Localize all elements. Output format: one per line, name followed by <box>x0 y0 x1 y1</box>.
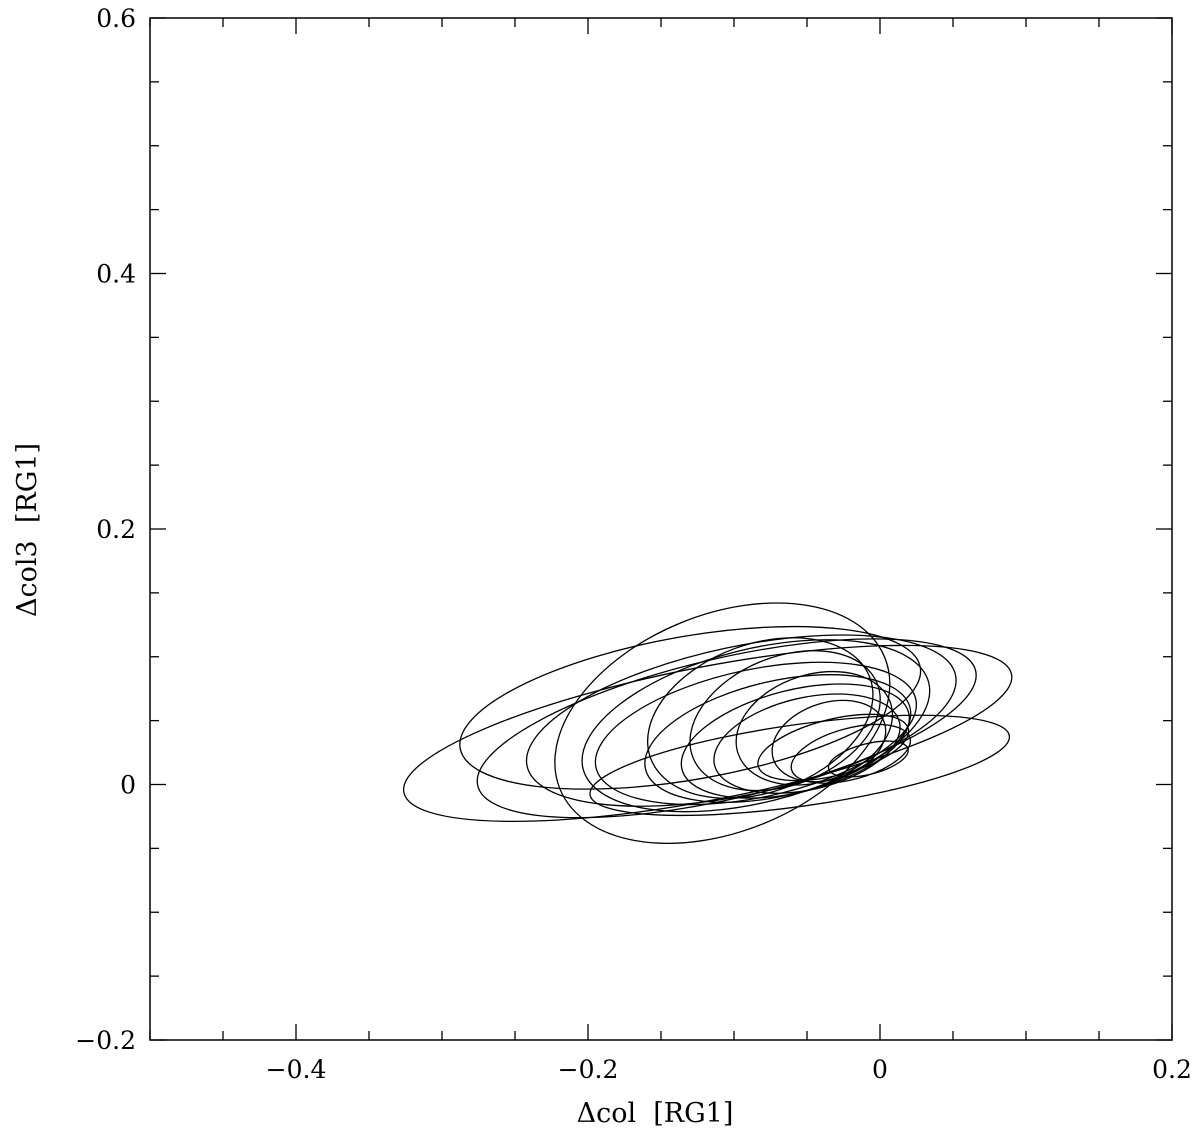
x-tick-label: −0.4 <box>266 1055 327 1084</box>
ellipse-15 <box>771 699 887 783</box>
ellipse-13 <box>689 650 881 792</box>
y-tick-label: −0.2 <box>75 1026 136 1055</box>
plot-frame <box>149 17 1173 1041</box>
y-axis-label: Δcol3 [RG1] <box>12 443 43 617</box>
ellipse-9 <box>713 693 901 794</box>
ellipse-14 <box>790 723 912 784</box>
ellipse-11 <box>735 670 894 786</box>
ellipse-16 <box>827 740 909 778</box>
x-tick-label: −0.2 <box>558 1055 619 1084</box>
ellipse-18 <box>459 625 922 790</box>
y-tick-label: 0.2 <box>96 515 136 544</box>
ticks-layer: −0.4 −0.2 0 0.2 −0.2 0 0.2 0.4 0.6 <box>75 4 1192 1084</box>
y-tick-label: 0 <box>120 771 136 800</box>
x-tick-label: 0 <box>872 1055 888 1084</box>
ellipses-layer <box>402 602 1013 845</box>
y-tick-label: 0.6 <box>96 4 136 33</box>
ellipse-3 <box>581 639 931 813</box>
ellipse-17 <box>589 714 1011 817</box>
x-tick-label: 0.2 <box>1152 1055 1192 1084</box>
x-axis-label: Δcol [RG1] <box>577 1098 734 1129</box>
y-tick-label: 0.4 <box>96 260 136 289</box>
